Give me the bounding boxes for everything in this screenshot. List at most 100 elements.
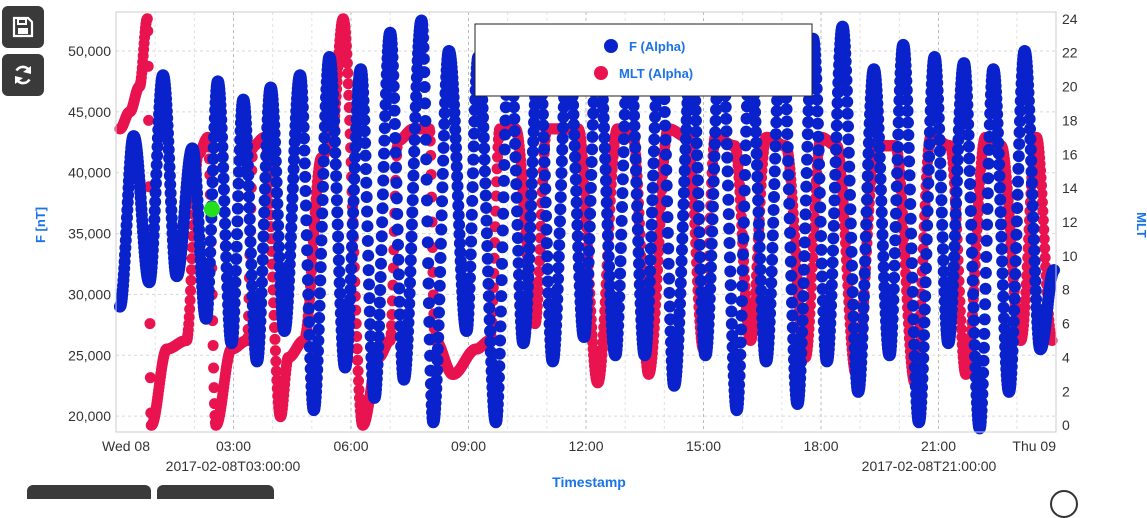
f-point: [659, 119, 672, 132]
f-point: [599, 152, 612, 165]
f-point: [244, 247, 257, 260]
f-point: [752, 217, 765, 230]
mlt-point: [352, 365, 364, 377]
f-point: [357, 103, 370, 116]
save-button[interactable]: [2, 6, 44, 48]
f-point: [769, 128, 782, 141]
mlt-point: [1039, 242, 1051, 254]
f-point: [206, 164, 219, 177]
f-point: [739, 153, 752, 166]
f-point: [388, 117, 401, 130]
mlt-point: [1038, 224, 1050, 236]
mlt-point: [208, 362, 220, 374]
f-point: [951, 153, 964, 166]
f-point: [331, 218, 344, 231]
f-point: [540, 237, 553, 250]
f-point: [962, 129, 975, 142]
f-point: [1012, 162, 1025, 175]
f-point: [798, 250, 811, 263]
mlt-point: [353, 375, 365, 387]
f-point: [966, 274, 979, 287]
y-right-tick-label: 6: [1062, 316, 1070, 332]
f-point: [933, 133, 946, 146]
f-point: [301, 259, 314, 272]
f-point: [315, 247, 328, 260]
refresh-button[interactable]: [2, 54, 44, 96]
y-right-tick-label: 22: [1062, 45, 1078, 61]
f-point: [935, 206, 948, 219]
f-point: [891, 167, 904, 180]
x-axis-label: Timestamp: [552, 474, 626, 490]
f-point: [408, 145, 421, 158]
f-point: [523, 231, 536, 244]
f-point: [478, 153, 491, 166]
f-point: [541, 263, 554, 276]
f-point: [922, 163, 935, 176]
f-point: [769, 152, 782, 165]
f-point: [876, 228, 889, 241]
f-point: [330, 181, 343, 194]
f-point: [1026, 199, 1039, 212]
f-point: [599, 174, 612, 187]
f-point: [314, 274, 327, 287]
f-point: [243, 190, 256, 203]
f-point: [498, 143, 511, 156]
f-point: [333, 265, 346, 278]
f-point: [570, 207, 583, 220]
f-point: [495, 290, 508, 303]
f-point: [389, 131, 402, 144]
f-point: [333, 276, 346, 289]
f-point: [376, 216, 389, 229]
f-point: [601, 207, 614, 220]
y-left-axis-label: F [nT]: [33, 207, 48, 243]
series-f: [113, 14, 1061, 435]
f-point: [825, 289, 838, 302]
f-point: [434, 237, 447, 250]
f-point: [752, 194, 765, 207]
f-point: [921, 191, 934, 204]
f-point: [646, 181, 659, 194]
f-point: [923, 150, 936, 163]
f-point: [346, 240, 359, 253]
f-point: [845, 259, 858, 272]
f-point: [937, 254, 950, 267]
f-point: [374, 271, 387, 284]
f-point: [859, 255, 872, 268]
f-point: [815, 257, 828, 270]
date-annotation-1: 2017-02-08T03:00:00: [166, 458, 301, 474]
f-point: [813, 158, 826, 171]
f-point: [345, 262, 358, 275]
f-point: [614, 242, 627, 255]
f-point: [331, 206, 344, 219]
f-point: [1028, 244, 1041, 257]
f-point: [737, 232, 750, 245]
mlt-point: [533, 276, 545, 288]
f-point: [690, 137, 703, 150]
f-point: [582, 256, 595, 269]
f-point: [508, 125, 521, 138]
f-point: [376, 202, 389, 215]
f-point: [1009, 268, 1022, 281]
f-point: [859, 243, 872, 256]
f-point: [346, 229, 359, 242]
f-point: [360, 190, 373, 203]
f-point: [483, 313, 496, 326]
f-point: [346, 218, 359, 231]
corner-button[interactable]: [1050, 490, 1078, 518]
f-point: [554, 191, 567, 204]
f-point: [270, 165, 283, 178]
f-point: [918, 316, 931, 329]
f-point: [783, 212, 796, 225]
f-point: [814, 215, 827, 228]
floppy-disk-icon: [12, 16, 34, 38]
f-point: [313, 287, 326, 300]
f-point: [719, 100, 732, 113]
f-point: [494, 320, 507, 333]
f-point: [770, 116, 783, 129]
f-point: [477, 131, 490, 144]
f-point: [585, 168, 598, 181]
y-right-tick-label: 16: [1062, 146, 1078, 162]
f-point: [844, 217, 857, 230]
f-point: [704, 272, 717, 285]
series-mlt: [114, 13, 1058, 431]
